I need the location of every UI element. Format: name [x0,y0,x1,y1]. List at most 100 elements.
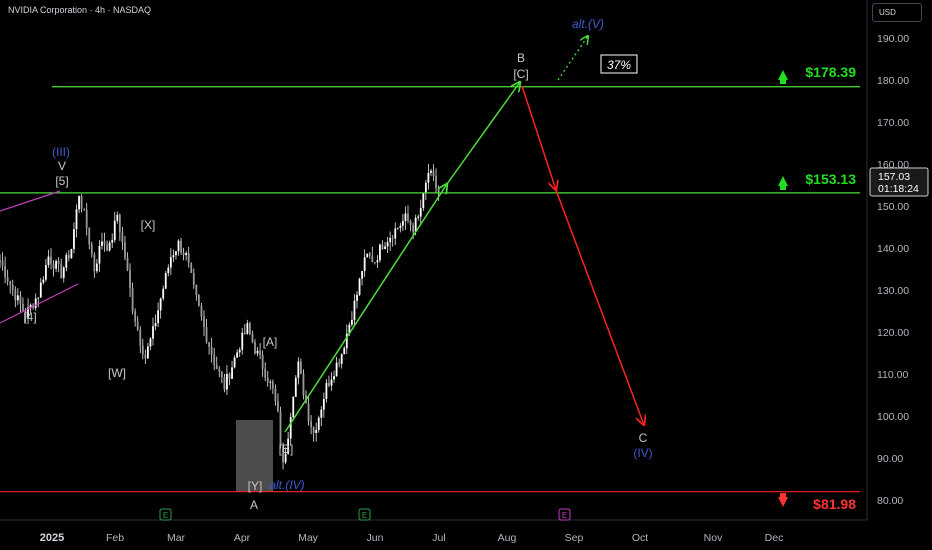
candle-body [266,377,269,383]
candle-body [391,237,394,239]
candle-body [96,263,98,272]
candle-body [177,240,180,252]
wave-label: B [517,51,525,65]
x-tick-label: Dec [765,532,784,544]
y-tick-label: 80.00 [877,495,903,507]
projection-arrow-up-2 [446,82,520,185]
projection-arrow-down-1 [521,85,556,190]
candle-body [409,221,412,226]
candle-body [192,272,195,285]
candle-body [9,281,12,285]
candle-body [85,209,88,228]
candle-body [289,417,292,439]
candle-body [6,277,9,282]
candle-body [241,332,244,350]
candle-body [404,213,407,221]
candle-body [83,208,86,210]
candle-body [106,244,108,251]
candle-body [131,288,134,312]
candle-body [98,245,101,264]
candle-body [269,381,272,383]
candle-body [233,357,236,368]
candle-body [251,333,254,343]
candle-body [24,311,27,318]
y-tick-label: 170.00 [877,117,909,129]
x-tick-label: Mar [167,532,186,544]
candle-body [432,170,435,176]
candle-body [274,388,277,402]
candle-body [70,249,73,259]
candle-body [154,323,157,327]
y-tick-label: 180.00 [877,75,909,87]
candle-body [90,244,93,255]
candle-body [11,284,14,290]
candle-body [52,263,55,269]
x-axis[interactable]: 2025 Feb Mar Apr May Jun Jul Aug Sep Oct… [0,519,867,544]
candle-body [223,377,226,390]
candle-body [338,362,341,364]
candle-body [412,225,414,232]
candle-body [422,192,425,209]
candle-body [358,278,361,295]
event-marker-earnings[interactable]: E [159,508,172,521]
candle-body [282,444,284,463]
candle-body [249,323,251,334]
x-tick-label: Oct [632,532,648,544]
candle-body [417,216,420,218]
x-tick-label: Sep [565,532,584,544]
candle-body [407,213,409,222]
candle-body [124,242,126,258]
y-axis[interactable]: 190.00 180.00 170.00 160.00 150.00 140.0… [866,0,909,520]
level-price-label: $153.13 [805,171,856,187]
candle-body [300,361,302,374]
candle-body [190,263,193,273]
projection-arrow-up-1 [284,184,447,433]
candle-body [356,294,358,301]
candle-body [424,182,427,193]
candle-body [111,240,114,243]
candle-body [47,256,50,266]
arrow-down-icon [778,493,788,507]
candle-body [88,227,91,245]
x-tick-label: Aug [498,532,517,544]
candle-body [116,214,119,221]
candle-body [236,352,239,358]
candle-body [57,260,60,264]
candle-body [315,429,318,433]
candle-body [302,373,305,396]
candle-body [169,257,172,268]
candle-body [427,172,430,183]
candle-body [65,254,68,268]
candle-body [198,294,200,306]
candle-body [317,417,320,430]
candle-body [261,355,264,369]
x-tick-label: May [298,532,319,544]
candle-body [228,373,231,379]
candle-body [55,260,57,269]
last-price: 157.03 [878,171,910,183]
level-annotation-153: $153.13 [778,171,856,190]
candle-body [80,196,83,209]
candle-body [322,398,325,410]
candle-body [419,208,422,217]
candle-body [333,376,335,380]
candle-body [152,326,154,339]
current-price-tag: 157.03 01:18:24 [869,167,929,197]
currency-selector[interactable]: USD [872,3,922,22]
candle-body [16,295,19,301]
level-price-label: $81.98 [813,496,856,512]
event-marker-earnings[interactable]: E [358,508,371,521]
candle-body [218,369,221,372]
event-marker-earnings[interactable]: E [558,508,571,521]
candle-body [180,240,182,253]
low-zone-box [236,420,273,492]
candle-body [402,220,404,226]
candle-body [307,403,310,422]
bar-countdown: 01:18:24 [878,183,919,195]
candle-body [320,409,323,418]
wave-label: V [58,159,66,173]
level-annotation-82: $81.98 [778,493,856,512]
candle-body [371,256,374,263]
y-tick-label: 110.00 [877,369,908,381]
